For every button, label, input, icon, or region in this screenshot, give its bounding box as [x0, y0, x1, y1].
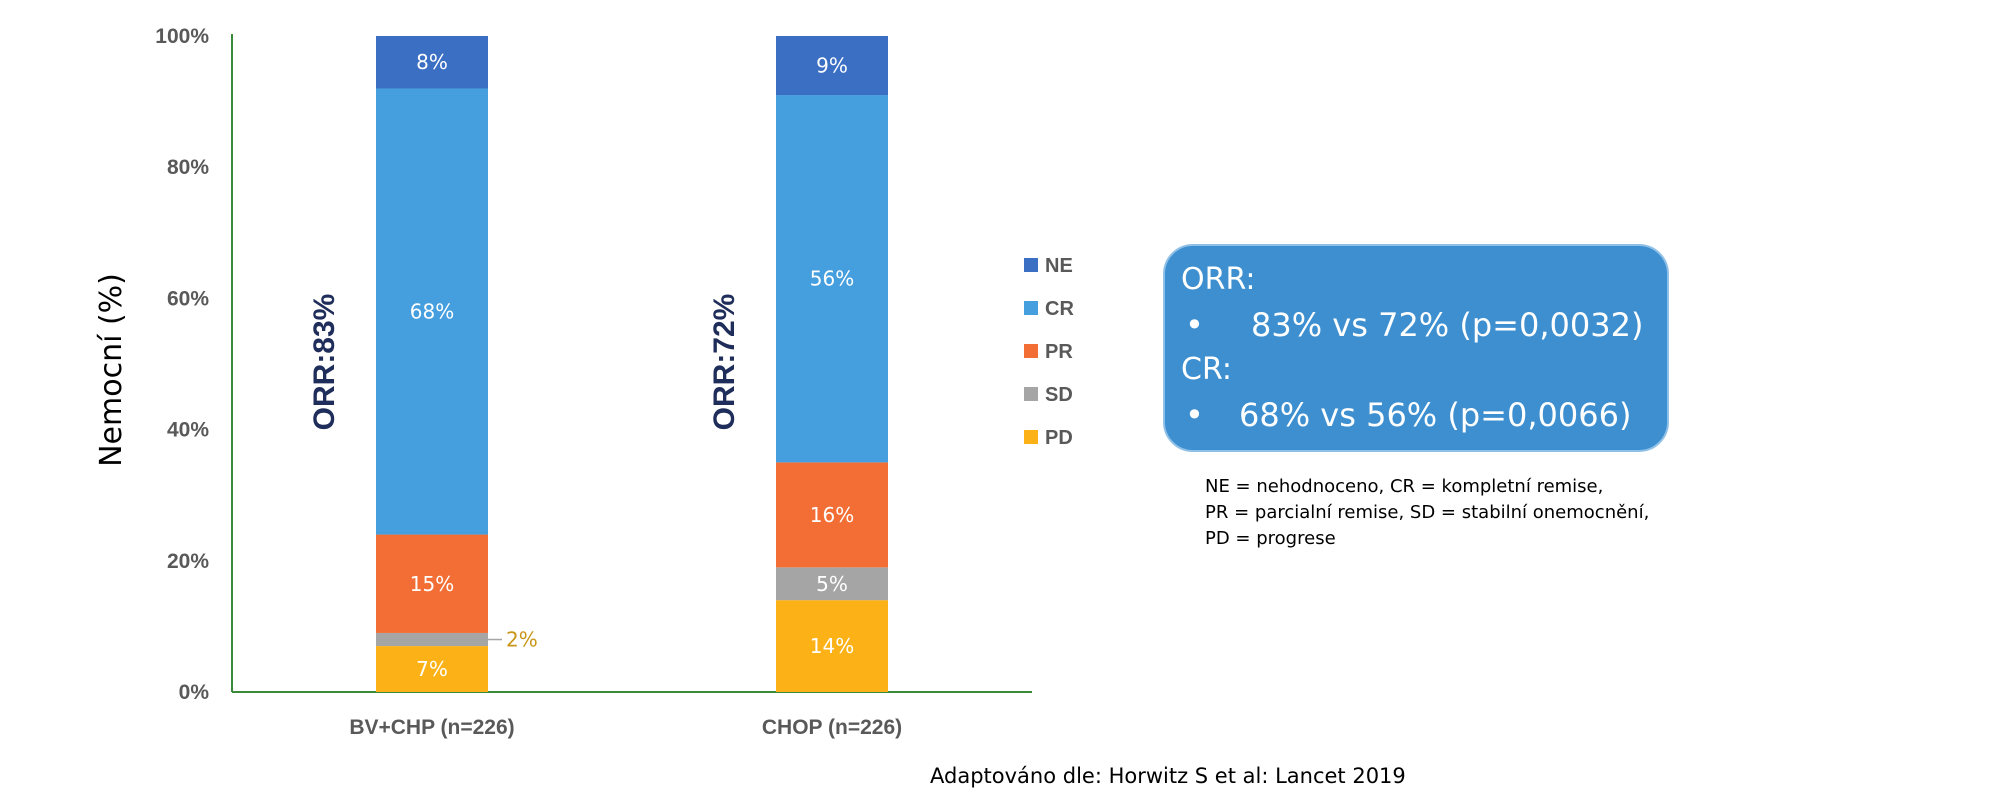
- abbreviation-note: NE = nehodnoceno, CR = kompletní remise,…: [1205, 474, 1649, 552]
- chart-axes: 0% 20% 40% 60% 80% 100% BV+CHP (n=226) CHOP (n=…: [155, 25, 1032, 739]
- legend-label: PD: [1045, 427, 1073, 449]
- abbreviation-line: NE = nehodnoceno, CR = kompletní remise,: [1205, 476, 1604, 497]
- x-tick-label: BV+CHP (n=226): [349, 716, 514, 739]
- legend-label: PR: [1045, 341, 1073, 363]
- data-label: 7%: [416, 657, 448, 681]
- legend-swatch: [1024, 387, 1038, 401]
- orr-annotation: ORR:72%: [708, 294, 741, 431]
- source-citation: Adaptováno dle: Horwitz S et al: Lancet …: [930, 764, 1406, 788]
- cr-heading: CR:: [1181, 352, 1232, 387]
- orr-bullet: • 83% vs 72% (p=0,0032): [1181, 302, 1651, 348]
- data-label: 56%: [810, 267, 854, 291]
- legend-label: CR: [1045, 298, 1074, 320]
- data-label: 5%: [816, 572, 848, 596]
- chart-legend: NE CR PR SD PD: [1024, 255, 1074, 449]
- bar-segment-pr: [776, 462, 888, 568]
- orr-bullet-text: 83% vs 72% (p=0,0032): [1251, 306, 1644, 344]
- bar-segment-ne: [376, 36, 488, 89]
- y-axis-label: Nemocní (%): [94, 273, 129, 467]
- data-label: 14%: [810, 634, 854, 658]
- y-tick-label: 100%: [155, 25, 209, 48]
- bar-segment-pr: [376, 534, 488, 633]
- data-label: 68%: [410, 300, 454, 324]
- abbreviation-line: PR = parcialní remise, SD = stabilní one…: [1205, 502, 1650, 523]
- orr-heading: ORR:: [1181, 262, 1256, 297]
- y-tick-label: 40%: [167, 419, 209, 442]
- data-label: 15%: [410, 572, 454, 596]
- data-label: 9%: [816, 54, 848, 78]
- cr-bullet-text: 68% vs 56% (p=0,0066): [1239, 396, 1632, 434]
- bar-segment-cr: [776, 95, 888, 463]
- orr-annotation: ORR:83%: [308, 294, 341, 431]
- bar-segment-ne: [776, 36, 888, 96]
- cr-bullet: • 68% vs 56% (p=0,0066): [1181, 392, 1651, 438]
- y-tick-label: 60%: [167, 287, 209, 310]
- legend-swatch: [1024, 430, 1038, 444]
- summary-box: ORR: • 83% vs 72% (p=0,0032) CR: • 68% v…: [1163, 244, 1669, 452]
- data-label: 16%: [810, 503, 854, 527]
- bar-segment-sd: [376, 632, 488, 647]
- y-tick-label: 80%: [167, 156, 209, 179]
- bar-segment-sd: [776, 567, 888, 601]
- bullet-icon: •: [1185, 306, 1204, 344]
- bar-segment-pd: [776, 600, 888, 692]
- legend-swatch: [1024, 301, 1038, 315]
- legend-label: NE: [1045, 255, 1073, 277]
- abbreviation-line: PD = progrese: [1205, 528, 1336, 549]
- bar-segment-cr: [376, 88, 488, 535]
- legend-swatch: [1024, 344, 1038, 358]
- chart-bars: 7% 2% 15% 68% 8% ORR:83% 14% 5% 16% 56% 9% ORR:72%: [308, 36, 888, 692]
- bullet-icon: •: [1185, 396, 1204, 434]
- data-label: 8%: [416, 50, 448, 74]
- bar-segment-pd: [376, 646, 488, 692]
- data-label: 2%: [506, 628, 538, 652]
- legend-label: SD: [1045, 384, 1073, 406]
- y-tick-label: 0%: [179, 681, 210, 704]
- x-tick-label: CHOP (n=226): [762, 716, 902, 739]
- y-tick-label: 20%: [167, 550, 209, 573]
- legend-swatch: [1024, 258, 1038, 272]
